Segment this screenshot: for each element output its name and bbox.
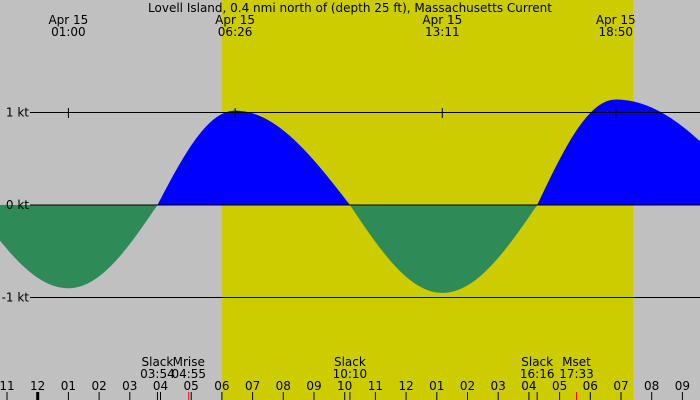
x-tick-label: 07 (245, 379, 260, 393)
x-tick-label: 11 (0, 379, 15, 393)
x-tick-label: 10 (337, 379, 352, 393)
x-tick-label: 09 (306, 379, 321, 393)
event-label: Slack (521, 355, 553, 369)
y-tick-label: -1 kt (2, 291, 30, 305)
x-tick-label: 09 (675, 379, 690, 393)
x-tick-label: 08 (644, 379, 659, 393)
extremum-date: Apr 15 (48, 13, 88, 27)
y-tick-label: 1 kt (6, 106, 29, 120)
x-tick-label: 08 (276, 379, 291, 393)
extremum-time: 01:00 (51, 25, 86, 39)
extremum-date: Apr 15 (215, 13, 255, 27)
event-label: Mrise (173, 355, 205, 369)
event-label: Slack (142, 355, 174, 369)
event-time: 04:55 (171, 367, 206, 381)
extremum-date: Apr 15 (422, 13, 462, 27)
extremum-time: 13:11 (425, 25, 460, 39)
x-tick-label: 12 (398, 379, 413, 393)
extremum-time: 18:50 (598, 25, 633, 39)
y-tick-label: 0 kt (6, 198, 29, 212)
event-time: 03:54 (140, 367, 175, 381)
x-tick-label: 11 (368, 379, 383, 393)
x-tick-label: 02 (91, 379, 106, 393)
flood-area (0, 99, 700, 205)
event-time: 16:16 (520, 367, 555, 381)
x-tick-label: 01 (61, 379, 76, 393)
x-tick-label: 06 (214, 379, 229, 393)
x-tick-label: 06 (583, 379, 598, 393)
x-tick-label: 05 (184, 379, 199, 393)
extremum-date: Apr 15 (596, 13, 636, 27)
x-tick-label: 05 (552, 379, 567, 393)
event-label: Slack (334, 355, 366, 369)
extremum-time: 06:26 (218, 25, 253, 39)
x-tick-label: 04 (153, 379, 168, 393)
x-tick-label: 02 (460, 379, 475, 393)
x-tick-label: 03 (122, 379, 137, 393)
x-tick-label: 12 (30, 379, 45, 393)
event-time: 10:10 (333, 367, 368, 381)
x-tick-label: 04 (521, 379, 536, 393)
ebb-area (0, 205, 700, 293)
event-time: 17:33 (559, 367, 594, 381)
event-label: Mset (562, 355, 591, 369)
x-tick-label: 07 (613, 379, 628, 393)
x-tick-label: 03 (491, 379, 506, 393)
chart-title: Lovell Island, 0.4 nmi north of (depth 2… (148, 1, 552, 15)
x-tick-label: 01 (429, 379, 444, 393)
